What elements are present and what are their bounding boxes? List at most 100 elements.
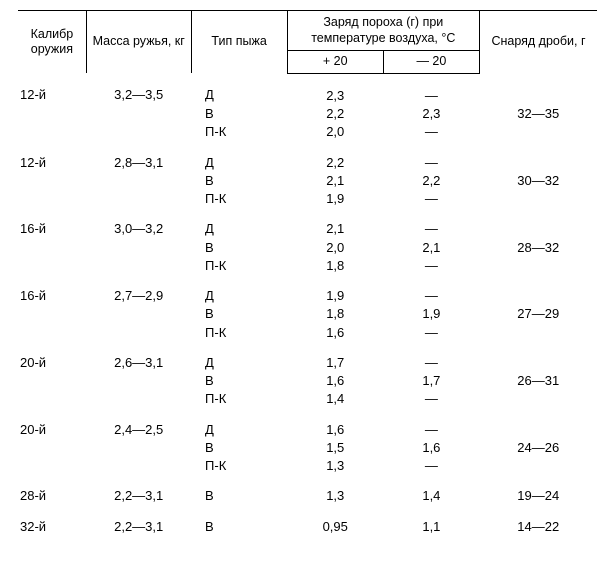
cell-minus20: 1,1 — [383, 505, 479, 535]
cell-wad-type: Д — [191, 207, 287, 237]
cell-mass — [86, 371, 191, 389]
cell-wad-type: Д — [191, 341, 287, 371]
cell-caliber: 20-й — [18, 341, 86, 371]
cell-mass: 2,7—2,9 — [86, 274, 191, 304]
cell-plus20: 2,2 — [287, 141, 383, 171]
cell-shot — [479, 122, 597, 140]
cell-wad-type: В — [191, 474, 287, 504]
cell-minus20: — — [383, 408, 479, 438]
table-row: В1,81,927—29 — [18, 304, 597, 322]
cell-wad-type: П-К — [191, 122, 287, 140]
cell-mass: 3,0—3,2 — [86, 207, 191, 237]
cell-caliber — [18, 389, 86, 407]
col-plus20: + 20 — [287, 51, 383, 74]
cell-minus20: — — [383, 341, 479, 371]
table-row: 12-й3,2—3,5Д2,3— — [18, 73, 597, 104]
cell-mass: 3,2—3,5 — [86, 73, 191, 104]
cell-plus20: 1,9 — [287, 274, 383, 304]
cell-caliber — [18, 456, 86, 474]
cell-mass: 2,4—2,5 — [86, 408, 191, 438]
cell-mass: 2,2—3,1 — [86, 505, 191, 535]
cell-shot: 27—29 — [479, 304, 597, 322]
table-row: П-К1,3— — [18, 456, 597, 474]
cell-minus20: — — [383, 73, 479, 104]
cell-shot — [479, 389, 597, 407]
cell-plus20: 1,8 — [287, 256, 383, 274]
cell-plus20: 1,6 — [287, 408, 383, 438]
cell-mass — [86, 122, 191, 140]
table-row: П-К1,8— — [18, 256, 597, 274]
cell-shot — [479, 141, 597, 171]
table-header: Калибр оружия Масса ружья, кг Тип пыжа З… — [18, 11, 597, 74]
cell-plus20: 1,6 — [287, 371, 383, 389]
table-row: В2,12,230—32 — [18, 171, 597, 189]
table-row: В1,51,624—26 — [18, 438, 597, 456]
cell-minus20: 2,1 — [383, 238, 479, 256]
cell-minus20: — — [383, 274, 479, 304]
table-row: 16-й2,7—2,9Д1,9— — [18, 274, 597, 304]
cell-mass — [86, 189, 191, 207]
table-row: 20-й2,6—3,1Д1,7— — [18, 341, 597, 371]
cell-caliber — [18, 189, 86, 207]
cell-plus20: 1,9 — [287, 189, 383, 207]
cell-caliber — [18, 371, 86, 389]
table-row: 20-й2,4—2,5Д1,6— — [18, 408, 597, 438]
cell-minus20: — — [383, 207, 479, 237]
cell-minus20: — — [383, 141, 479, 171]
cell-wad-type: Д — [191, 73, 287, 104]
cell-plus20: 1,7 — [287, 341, 383, 371]
cell-caliber — [18, 304, 86, 322]
table-row: 12-й2,8—3,1Д2,2— — [18, 141, 597, 171]
cell-mass — [86, 304, 191, 322]
table-body: 12-й3,2—3,5Д2,3—В2,22,332—35П-К2,0—12-й2… — [18, 73, 597, 535]
cell-wad-type: Д — [191, 274, 287, 304]
cell-caliber: 12-й — [18, 73, 86, 104]
col-powder: Заряд пороха (г) при температуре воздуха… — [287, 11, 479, 51]
cell-plus20: 1,6 — [287, 323, 383, 341]
table-row: 28-й2,2—3,1В1,31,419—24 — [18, 474, 597, 504]
cell-minus20: — — [383, 456, 479, 474]
table-row: П-К1,4— — [18, 389, 597, 407]
cell-shot: 28—32 — [479, 238, 597, 256]
cell-shot — [479, 408, 597, 438]
cell-plus20: 1,5 — [287, 438, 383, 456]
table-row: П-К1,9— — [18, 189, 597, 207]
cell-caliber — [18, 256, 86, 274]
cell-minus20: 1,6 — [383, 438, 479, 456]
cell-plus20: 2,0 — [287, 122, 383, 140]
cell-shot: 14—22 — [479, 505, 597, 535]
cell-minus20: — — [383, 389, 479, 407]
cell-caliber — [18, 122, 86, 140]
cell-mass: 2,8—3,1 — [86, 141, 191, 171]
cell-caliber: 28-й — [18, 474, 86, 504]
cell-plus20: 2,3 — [287, 73, 383, 104]
cell-minus20: — — [383, 122, 479, 140]
col-shot: Снаряд дроби, г — [479, 11, 597, 74]
cell-plus20: 1,8 — [287, 304, 383, 322]
cell-plus20: 1,4 — [287, 389, 383, 407]
cell-shot — [479, 456, 597, 474]
cell-wad-type: В — [191, 371, 287, 389]
table-row: В1,61,726—31 — [18, 371, 597, 389]
table-row: В2,02,128—32 — [18, 238, 597, 256]
cell-shot: 26—31 — [479, 371, 597, 389]
cell-caliber: 12-й — [18, 141, 86, 171]
cell-shot — [479, 73, 597, 104]
cell-shot — [479, 207, 597, 237]
table-row: 32-й2,2—3,1В0,951,114—22 — [18, 505, 597, 535]
cell-mass — [86, 171, 191, 189]
cell-minus20: 1,9 — [383, 304, 479, 322]
cell-mass — [86, 438, 191, 456]
cell-wad-type: П-К — [191, 189, 287, 207]
cell-plus20: 2,1 — [287, 171, 383, 189]
table-row: П-К1,6— — [18, 323, 597, 341]
cell-shot: 32—35 — [479, 104, 597, 122]
cell-mass — [86, 389, 191, 407]
cell-plus20: 1,3 — [287, 474, 383, 504]
cell-minus20: — — [383, 189, 479, 207]
cell-wad-type: В — [191, 171, 287, 189]
cell-shot — [479, 323, 597, 341]
cell-shot — [479, 189, 597, 207]
cell-caliber — [18, 238, 86, 256]
cell-shot — [479, 256, 597, 274]
